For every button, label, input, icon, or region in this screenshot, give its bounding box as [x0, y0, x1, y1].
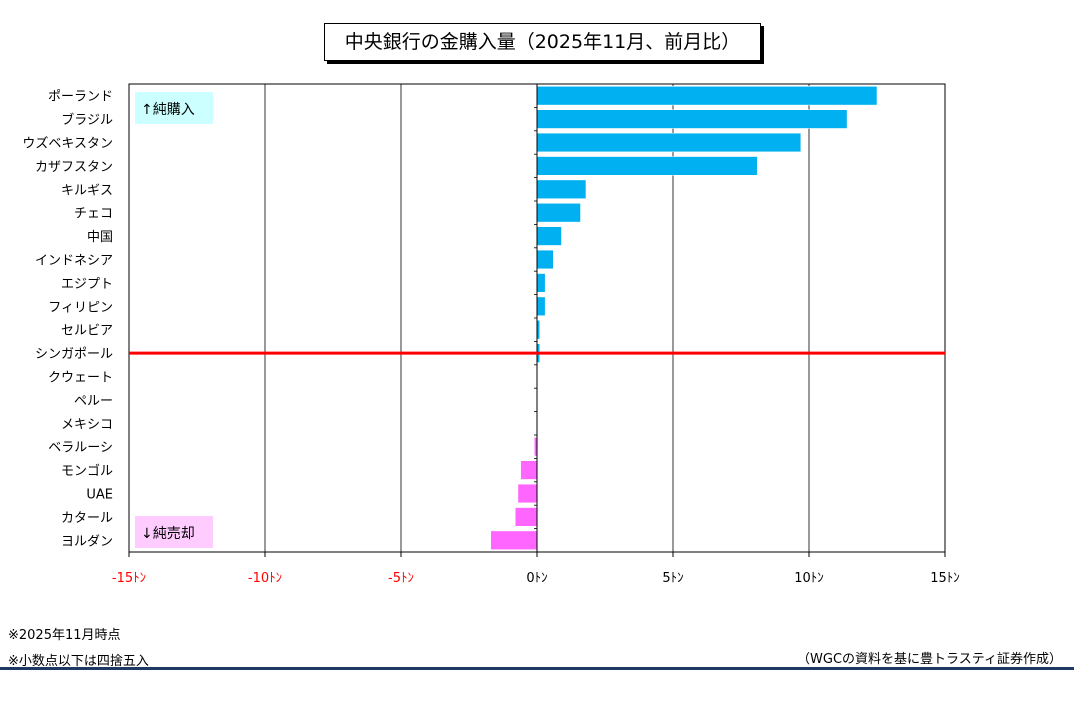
category-label: キルギス — [61, 183, 113, 198]
bar — [517, 483, 538, 504]
x-tick-label: 5ﾄﾝ — [662, 571, 683, 586]
bar — [536, 156, 758, 176]
bar — [514, 507, 538, 527]
bar — [536, 226, 562, 246]
category-label: シンガポール — [35, 347, 113, 362]
category-label: UAE — [86, 488, 113, 503]
x-tick-label: -10ﾄﾝ — [248, 571, 282, 586]
bar — [536, 132, 802, 153]
category-label: ブラジル — [61, 112, 113, 128]
category-label: カタール — [61, 511, 113, 526]
bar — [490, 530, 538, 550]
x-tick-label: -15ﾄﾝ — [112, 571, 146, 586]
chart-title: 中央銀行の金購入量（2025年11月、前月比） — [324, 23, 761, 61]
bar — [520, 460, 538, 480]
x-tick-label: 15ﾄﾝ — [930, 571, 960, 586]
x-tick-label: -5ﾄﾝ — [388, 571, 414, 586]
category-label: モンゴル — [61, 463, 113, 479]
category-label: フィリピン — [48, 300, 113, 315]
sell-legend-box — [135, 516, 213, 548]
category-label: エジプト — [61, 277, 113, 292]
category-label: ヨルダン — [61, 534, 113, 549]
category-label: カザフスタン — [35, 160, 113, 175]
x-tick-label: 10ﾄﾝ — [794, 571, 824, 586]
source-credit: （WGCの資料を基に豊トラスティ証券作成） — [797, 652, 1062, 667]
buy-legend-box — [135, 92, 213, 124]
bar — [536, 296, 546, 316]
bar — [536, 86, 878, 106]
category-label: ペルー — [74, 394, 113, 409]
category-label: クウェート — [48, 371, 113, 386]
category-label: セルビア — [61, 324, 113, 339]
buy-legend-label: ↑純購入 — [141, 102, 195, 118]
bar — [536, 249, 554, 270]
bottom-divider — [0, 667, 1074, 670]
bar — [536, 109, 848, 129]
sell-legend-label: ↓純売却 — [141, 526, 195, 542]
category-label: ポーランド — [48, 90, 113, 105]
x-tick-label: 0ﾄﾝ — [526, 571, 547, 586]
bar — [536, 273, 546, 293]
category-label: 中国 — [87, 230, 113, 245]
note-rounding: ※小数点以下は四捨五入 — [8, 654, 149, 669]
category-label: インドネシア — [35, 254, 113, 269]
category-label: メキシコ — [61, 417, 113, 432]
note-date: ※2025年11月時点 — [8, 628, 121, 643]
category-label: ウズベキスタン — [22, 136, 113, 152]
category-label: チェコ — [74, 207, 113, 222]
bar — [536, 179, 587, 199]
bar — [536, 203, 581, 223]
category-label: ベラルーシ — [48, 441, 113, 456]
